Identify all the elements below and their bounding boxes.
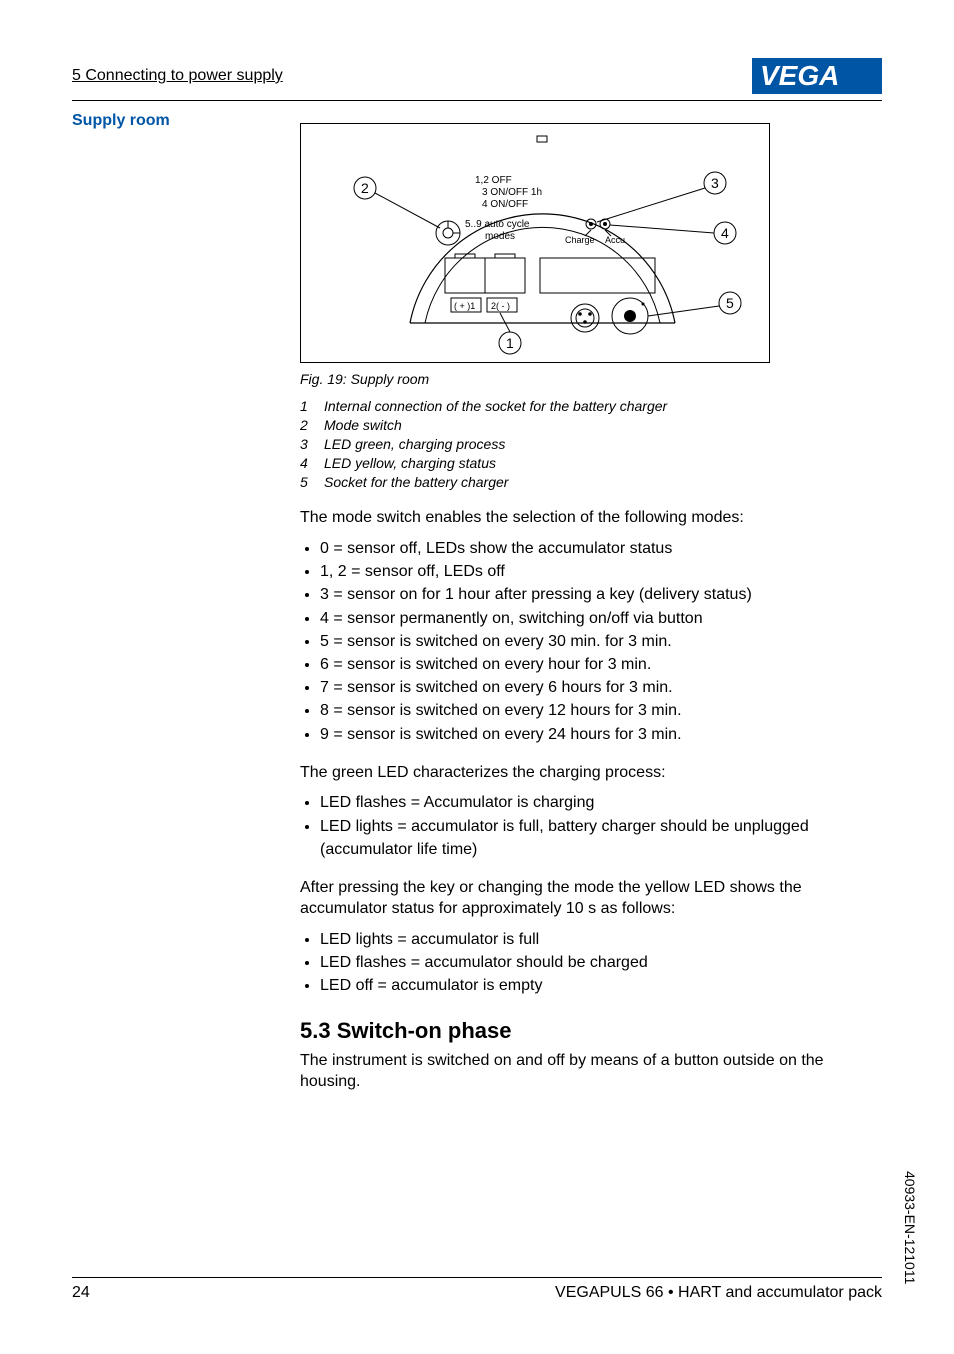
list-item: 0 = sensor off, LEDs show the accumulato… [320, 537, 882, 560]
paragraph-green-led: The green LED characterizes the charging… [300, 762, 882, 784]
list-item: 8 = sensor is switched on every 12 hours… [320, 699, 882, 722]
callout-2: 2 [361, 180, 369, 196]
list-item: LED flashes = accumulator should be char… [320, 951, 882, 974]
diag-term-plus: ( + )1 [454, 301, 475, 311]
diag-label-autocycle: 5..9 auto cycle [465, 219, 530, 230]
diag-label-charge: Charge [565, 235, 595, 245]
paragraph-switch-on: The instrument is switched on and off by… [300, 1050, 882, 1093]
list-item: 5 = sensor is switched on every 30 min. … [320, 630, 882, 653]
list-item: 3 = sensor on for 1 hour after pressing … [320, 583, 882, 606]
svg-text:VEGA: VEGA [760, 60, 839, 91]
callout-3: 3 [711, 175, 719, 191]
section-heading-switch-on: 5.3 Switch-on phase [300, 1018, 882, 1044]
mode-list: 0 = sensor off, LEDs show the accumulato… [320, 537, 882, 746]
callout-4: 4 [721, 225, 729, 241]
list-item: LED flashes = Accumulator is charging [320, 791, 882, 814]
list-item: LED lights = accumulator is full [320, 928, 882, 951]
page-number: 24 [72, 1284, 90, 1302]
supply-room-diagram: 1,2 OFF 3 ON/OFF 1h 4 ON/OFF 5..9 auto c… [300, 123, 770, 363]
list-item: 7 = sensor is switched on every 6 hours … [320, 676, 882, 699]
list-item: 9 = sensor is switched on every 24 hours… [320, 723, 882, 746]
header-section-title: 5 Connecting to power supply [72, 67, 283, 85]
vega-logo: VEGA [752, 58, 882, 94]
sidebar-label-supply-room: Supply room [72, 112, 170, 130]
callout-1: 1 [506, 335, 514, 351]
diag-label-accu: Accu [605, 235, 625, 245]
yellow-led-list: LED lights = accumulator is full LED fla… [320, 928, 882, 998]
diag-label-modes: modes [485, 231, 515, 242]
green-led-list: LED flashes = Accumulator is charging LE… [320, 791, 882, 861]
list-item: 4 = sensor permanently on, switching on/… [320, 607, 882, 630]
product-footer: VEGAPULS 66 • HART and accumulator pack [555, 1284, 882, 1302]
paragraph-yellow-led: After pressing the key or changing the m… [300, 877, 882, 920]
document-id-vertical: 40933-EN-121011 [902, 1171, 918, 1284]
figure-caption: Fig. 19: Supply room [300, 371, 882, 387]
diag-term-minus: 2( - ) [491, 301, 510, 311]
figure-legend: 1Internal connection of the socket for t… [300, 397, 882, 491]
callout-5: 5 [726, 295, 734, 311]
diag-label-off: 1,2 OFF [475, 175, 512, 186]
list-item: LED off = accumulator is empty [320, 974, 882, 997]
list-item: 1, 2 = sensor off, LEDs off [320, 560, 882, 583]
list-item: 6 = sensor is switched on every hour for… [320, 653, 882, 676]
diag-label-onoff: 4 ON/OFF [482, 199, 528, 210]
paragraph-mode-intro: The mode switch enables the selection of… [300, 507, 882, 529]
diag-label-onoff1h: 3 ON/OFF 1h [482, 187, 542, 198]
list-item: LED lights = accumulator is full, batter… [320, 815, 882, 861]
